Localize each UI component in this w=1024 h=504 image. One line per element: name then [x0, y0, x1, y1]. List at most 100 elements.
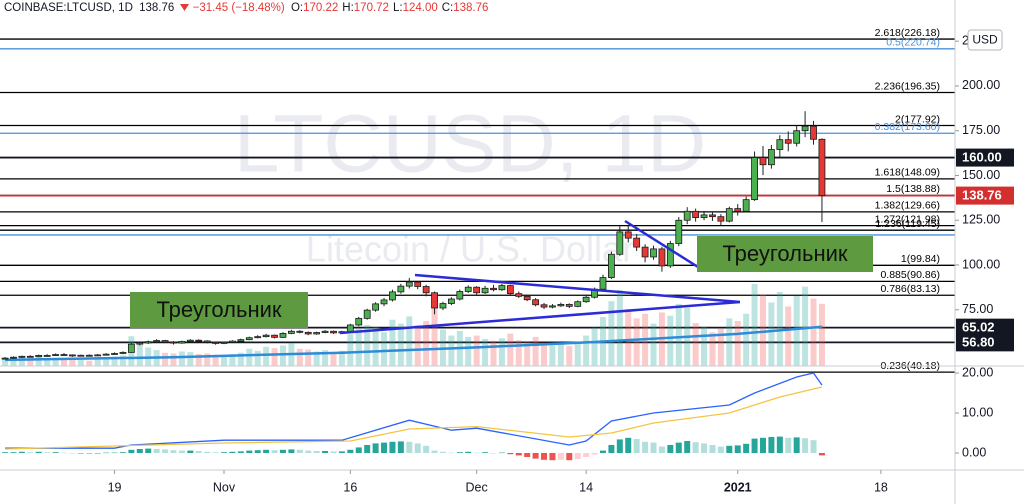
volume-bar	[776, 291, 783, 366]
macd-histogram	[52, 452, 59, 453]
candle-body	[481, 287, 489, 294]
candle-body	[262, 334, 270, 338]
y-tick-label: 150.00	[962, 168, 1000, 182]
candle-body	[784, 139, 792, 144]
volume-bar	[119, 355, 126, 366]
volume-bar	[591, 327, 598, 366]
candle-body	[447, 298, 455, 304]
macd-histogram	[599, 450, 606, 453]
fib-label: 1.272(121.98)	[875, 213, 940, 225]
annotation: Треугольник	[722, 241, 847, 266]
candle-body	[380, 299, 388, 305]
macd-histogram	[709, 445, 716, 453]
volume-bar	[94, 359, 101, 366]
macd-histogram	[288, 449, 295, 453]
volume-bar	[195, 354, 202, 366]
macd-histogram	[330, 451, 337, 453]
macd-histogram	[397, 441, 404, 453]
annotation-box	[130, 292, 308, 328]
volume-bar	[381, 332, 388, 366]
candle-body	[372, 303, 379, 311]
candle-body	[650, 248, 657, 258]
candle-body	[633, 237, 641, 248]
candle-body	[389, 291, 396, 301]
candle-body	[540, 304, 548, 308]
x-tick-label: 18	[874, 480, 888, 494]
volume-bar	[52, 358, 59, 366]
x-tick-label: Nov	[213, 480, 236, 494]
macd-histogram	[195, 451, 202, 453]
macd-histogram	[61, 452, 68, 454]
candle-body	[431, 292, 438, 309]
macd-histogram	[229, 451, 236, 453]
volume-bar	[271, 348, 278, 366]
y-tick-label: 10.00	[962, 405, 993, 419]
volume-bar	[448, 335, 455, 366]
candle-body	[616, 231, 624, 255]
macd-histogram	[482, 452, 489, 453]
volume-bar	[717, 328, 724, 366]
fib-label: 2.618(226.18)	[875, 27, 940, 39]
macd-histogram	[153, 449, 160, 453]
macd-histogram	[279, 449, 286, 453]
watermark-symbol: LTCUSD, 1D	[234, 99, 706, 190]
volume-bar	[372, 326, 379, 366]
candle-body	[212, 341, 219, 344]
candle-body	[574, 301, 582, 307]
volume-bar	[498, 338, 505, 366]
volume-bar	[69, 358, 76, 366]
candle-body	[414, 281, 422, 287]
ohlc-label: O:	[290, 2, 304, 14]
candle-body	[490, 287, 497, 291]
candle-body	[700, 214, 708, 218]
macd-histogram	[296, 449, 303, 453]
macd-histogram	[338, 451, 345, 453]
candle-body	[186, 339, 194, 342]
macd-histogram	[162, 449, 169, 453]
candle-body	[178, 341, 186, 344]
fib-label: 1.382(129.66)	[875, 200, 940, 212]
macd-histogram	[44, 452, 51, 453]
x-tick-label: 16	[343, 480, 357, 494]
macd-histogram	[583, 453, 590, 457]
volume-bar	[2, 358, 9, 366]
volume-bar	[633, 318, 640, 366]
volume-bar	[322, 350, 329, 366]
volume-bar	[313, 351, 320, 366]
candle-body	[599, 277, 607, 290]
candle-body	[220, 341, 228, 344]
symbol: COINBASE:LTCUSD, 1D	[4, 2, 133, 14]
volume-bar	[355, 328, 362, 366]
volume-bar	[692, 323, 699, 366]
macd-histogram	[271, 450, 278, 453]
trendline	[339, 300, 741, 335]
candle-body	[363, 309, 371, 319]
volume-bar	[793, 295, 800, 366]
volume-bar	[338, 350, 345, 366]
macd-histogram	[170, 450, 177, 453]
volume-bar	[406, 316, 413, 366]
volume-bar	[414, 325, 421, 366]
candle-body	[793, 130, 801, 144]
macd-histogram	[10, 452, 17, 453]
volume-bar	[389, 319, 396, 366]
macd-histogram	[389, 441, 396, 453]
macd-histogram	[650, 442, 657, 453]
macd-histogram	[439, 451, 446, 453]
candle-body	[557, 304, 565, 307]
fib-label: 1(99.84)	[901, 253, 940, 265]
candle-body	[279, 333, 287, 338]
candle-body	[692, 210, 700, 218]
candle-body	[506, 285, 514, 295]
volume-bar	[237, 352, 244, 366]
down-arrow	[180, 4, 190, 11]
fib-label: 2.236(196.35)	[875, 80, 940, 92]
y-tick-label: 175.00	[962, 123, 1000, 137]
candle-body	[515, 293, 523, 297]
macd-histogram	[381, 442, 388, 453]
volume-bar	[507, 333, 514, 366]
candle-body	[304, 331, 312, 335]
candle-body	[751, 157, 758, 201]
